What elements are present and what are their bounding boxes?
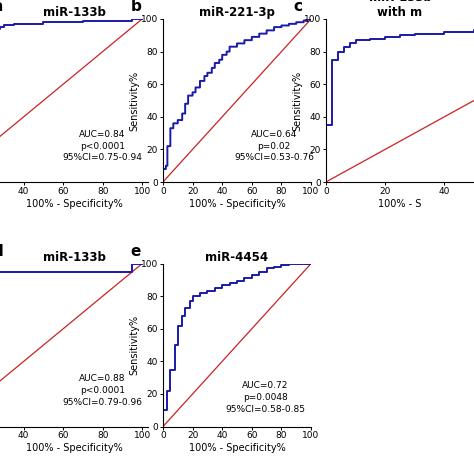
Text: d: d [0,244,3,259]
Title: miR-133b: miR-133b [43,6,106,19]
Y-axis label: Sensitivity%: Sensitivity% [129,315,139,375]
X-axis label: 100% - Specificity%: 100% - Specificity% [26,443,122,453]
Text: a: a [0,0,3,14]
Text: c: c [293,0,302,14]
X-axis label: 100% - Specificity%: 100% - Specificity% [26,199,122,209]
Title: miR-221-3p: miR-221-3p [199,6,275,19]
Y-axis label: Sensitivity%: Sensitivity% [129,71,139,130]
Title: miR-133b
with m: miR-133b with m [368,0,431,19]
Y-axis label: Sensitivity%: Sensitivity% [292,71,302,130]
Text: AUC=0.64
p=0.02
95%CI=0.53-0.76: AUC=0.64 p=0.02 95%CI=0.53-0.76 [234,130,314,163]
Title: miR-4454: miR-4454 [205,251,269,264]
X-axis label: 100% - Specificity%: 100% - Specificity% [189,199,285,209]
Text: e: e [130,244,141,259]
Text: AUC=0.88
p<0.0001
95%CI=0.79-0.96: AUC=0.88 p<0.0001 95%CI=0.79-0.96 [62,374,142,407]
Title: miR-133b: miR-133b [43,251,106,264]
Text: AUC=0.84
p<0.0001
95%CI=0.75-0.94: AUC=0.84 p<0.0001 95%CI=0.75-0.94 [62,130,142,163]
X-axis label: 100% - Specificity%: 100% - Specificity% [189,443,285,453]
Text: AUC=0.72
p=0.0048
95%CI=0.58-0.85: AUC=0.72 p=0.0048 95%CI=0.58-0.85 [225,381,305,413]
X-axis label: 100% - S: 100% - S [378,199,422,209]
Text: b: b [130,0,141,14]
